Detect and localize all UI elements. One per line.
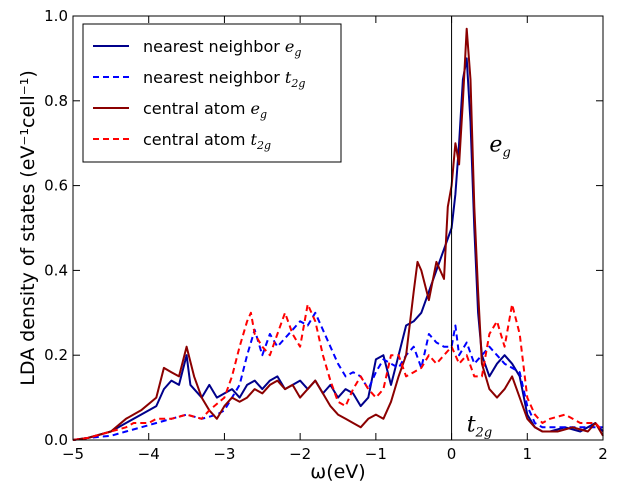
plot-frame xyxy=(72,15,604,441)
series-line-2 xyxy=(72,27,604,441)
x-tick-label: −1 xyxy=(365,445,387,463)
y-tick-label: 0.4 xyxy=(44,261,68,279)
annotation-0: eg xyxy=(489,133,510,161)
legend: nearest neighbor eg nearest neighbor t2g c… xyxy=(82,23,342,163)
x-tick-label: 2 xyxy=(598,445,608,463)
x-tick-label: −4 xyxy=(138,445,160,463)
x-axis-label: ω(eV) xyxy=(310,461,365,482)
y-tick-labels: 0.0 0.2 0.4 0.6 0.8 1.0 xyxy=(44,7,68,449)
x-tick-labels: −5 −4 −3 −2 −1 0 1 2 xyxy=(62,445,608,463)
x-tick-label: −2 xyxy=(289,445,311,463)
x-tick-label: −5 xyxy=(62,445,84,463)
x-tick-label: 0 xyxy=(447,445,457,463)
legend-label-2: central atom eg xyxy=(143,99,267,121)
annotation-1: t2g xyxy=(467,413,492,441)
series-line-0 xyxy=(72,57,604,441)
y-tick-label: 0.8 xyxy=(44,92,68,110)
axis-ticks xyxy=(72,15,604,441)
y-tick-label: 0.6 xyxy=(44,177,68,195)
legend-label-3: central atom t2g xyxy=(143,130,271,152)
y-axis-label: LDA density of states (eV⁻¹cell⁻¹) xyxy=(17,70,39,386)
y-tick-label: 0.0 xyxy=(44,431,68,449)
series-line-3 xyxy=(72,303,604,441)
x-tick-label: −3 xyxy=(213,445,235,463)
y-tick-label: 0.2 xyxy=(44,346,68,364)
series-lines xyxy=(72,27,604,441)
legend-label-0: nearest neighbor eg xyxy=(143,37,301,59)
legend-label-1: nearest neighbor t2g xyxy=(143,68,305,90)
y-tick-label: 1.0 xyxy=(44,7,68,25)
x-tick-label: 1 xyxy=(523,445,533,463)
